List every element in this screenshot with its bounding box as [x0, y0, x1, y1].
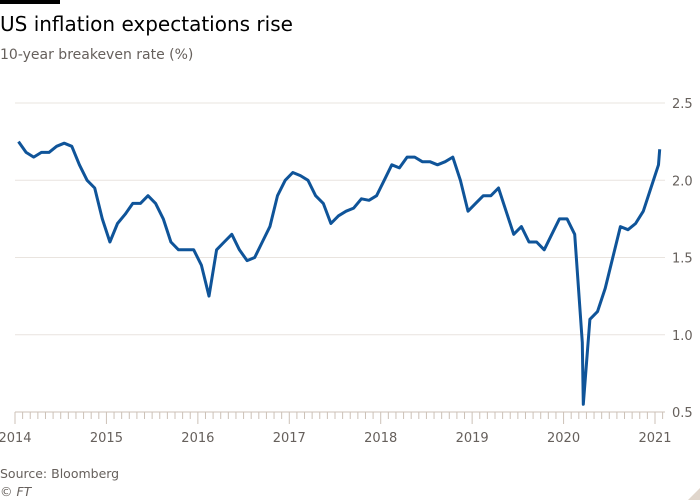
- source-note: Source: Bloomberg: [0, 466, 120, 481]
- x-tick-label: 2019: [456, 431, 489, 446]
- x-tick-label: 2018: [364, 431, 397, 446]
- copyright: © FT: [0, 484, 32, 499]
- series-line: [17, 140, 662, 406]
- chart-title: US inflation expectations rise: [0, 12, 293, 36]
- x-tick-label: 2014: [0, 431, 32, 446]
- corner-mark: [688, 488, 700, 500]
- x-tick-label: 2017: [273, 431, 306, 446]
- ft-brand-bar: [0, 0, 60, 4]
- x-tick-label: 2016: [181, 431, 214, 446]
- x-tick-label: 2020: [547, 431, 580, 446]
- chart-subtitle: 10-year breakeven rate (%): [0, 47, 194, 63]
- y-tick-label: 0.5: [672, 406, 693, 421]
- y-tick-label: 1.0: [672, 329, 693, 344]
- y-tick-label: 2.0: [672, 174, 693, 189]
- x-tick-label: 2015: [90, 431, 123, 446]
- y-tick-label: 2.5: [672, 97, 693, 112]
- x-tick-label: 2021: [638, 431, 671, 446]
- y-tick-label: 1.5: [672, 252, 693, 267]
